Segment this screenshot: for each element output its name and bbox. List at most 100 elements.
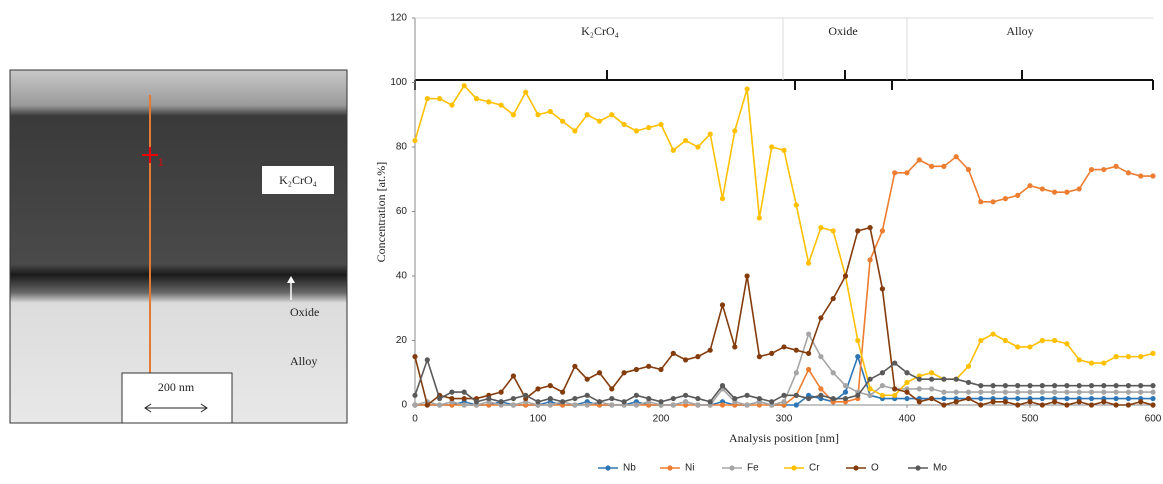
- data-point: [486, 395, 492, 402]
- data-point: [879, 370, 886, 376]
- data-point: [1039, 383, 1045, 389]
- data-point: [879, 286, 886, 292]
- data-point: [658, 366, 664, 373]
- data-point: [449, 389, 455, 395]
- data-point: [756, 215, 763, 221]
- data-point: [695, 402, 701, 408]
- data-point: [498, 399, 504, 405]
- data-point: [818, 315, 824, 321]
- data-point: [1064, 395, 1070, 402]
- data-point: [953, 389, 959, 395]
- data-point: [1039, 395, 1045, 402]
- data-point: [1027, 183, 1033, 189]
- data-point: [560, 399, 566, 405]
- data-point: [1052, 389, 1058, 395]
- point-label: 1: [158, 158, 164, 169]
- data-point: [461, 83, 467, 89]
- data-point: [830, 395, 836, 402]
- data-point: [1088, 389, 1095, 395]
- data-point: [1113, 389, 1119, 395]
- data-point: [867, 392, 873, 398]
- data-point: [744, 273, 750, 279]
- data-point: [596, 370, 603, 376]
- data-point: [904, 395, 910, 402]
- data-point: [756, 354, 763, 360]
- data-point: [572, 395, 578, 402]
- legend-marker: [915, 465, 921, 471]
- data-point: [1088, 395, 1095, 402]
- x-tick-label: 300: [776, 414, 793, 425]
- legend-label: Mo: [933, 463, 947, 474]
- data-point: [646, 125, 652, 131]
- data-point: [806, 260, 812, 266]
- data-point: [1150, 350, 1156, 356]
- data-point: [929, 370, 935, 376]
- data-point: [473, 399, 480, 405]
- data-point: [842, 395, 849, 402]
- data-point: [855, 354, 861, 360]
- data-point: [572, 363, 578, 369]
- data-point: [1052, 337, 1058, 344]
- data-point: [596, 399, 603, 405]
- data-point: [1064, 402, 1070, 408]
- data-point: [609, 112, 615, 118]
- data-point: [535, 399, 541, 405]
- data-point: [621, 121, 627, 128]
- legend-marker: [729, 465, 735, 471]
- data-point: [1101, 360, 1107, 366]
- data-point: [769, 399, 775, 405]
- data-point: [535, 112, 541, 118]
- data-point: [916, 399, 922, 405]
- data-point: [855, 228, 861, 234]
- data-point: [818, 386, 824, 392]
- data-point: [473, 96, 480, 102]
- alloy-label: Alloy: [290, 354, 317, 368]
- data-point: [437, 402, 443, 408]
- data-point: [1088, 402, 1095, 408]
- data-point: [929, 386, 935, 392]
- data-point: [965, 166, 972, 173]
- data-point: [596, 118, 603, 124]
- data-point: [892, 360, 898, 366]
- data-point: [744, 402, 750, 408]
- data-point: [1027, 383, 1033, 389]
- data-point: [867, 386, 873, 392]
- data-point: [1101, 399, 1107, 405]
- arrow-head: [287, 276, 295, 283]
- data-point: [929, 163, 935, 169]
- data-point: [904, 370, 910, 376]
- data-point: [461, 389, 467, 395]
- data-point: [1015, 389, 1021, 395]
- data-point: [412, 402, 418, 408]
- data-point: [781, 392, 787, 398]
- data-point: [855, 337, 861, 344]
- data-point: [1015, 192, 1021, 198]
- data-point: [1113, 383, 1119, 389]
- data-point: [1064, 189, 1070, 195]
- data-point: [892, 392, 898, 398]
- data-point: [510, 402, 516, 408]
- data-point: [1064, 389, 1070, 395]
- data-point: [412, 137, 418, 144]
- data-point: [769, 144, 775, 150]
- data-point: [842, 273, 849, 279]
- data-point: [1027, 344, 1033, 350]
- data-point: [978, 395, 984, 402]
- data-point: [535, 386, 541, 392]
- data-point: [1150, 402, 1156, 408]
- data-point: [867, 376, 873, 382]
- data-point: [424, 402, 430, 408]
- data-point: [1015, 344, 1021, 350]
- data-point: [1015, 395, 1021, 402]
- data-point: [1113, 395, 1119, 402]
- data-point: [732, 344, 738, 350]
- data-point: [584, 112, 590, 118]
- data-point: [1076, 399, 1082, 405]
- data-point: [1113, 163, 1119, 169]
- data-point: [633, 366, 640, 373]
- data-point: [547, 383, 553, 389]
- data-point: [793, 392, 799, 398]
- data-point: [1076, 357, 1082, 363]
- data-point: [929, 376, 935, 382]
- data-point: [916, 376, 922, 382]
